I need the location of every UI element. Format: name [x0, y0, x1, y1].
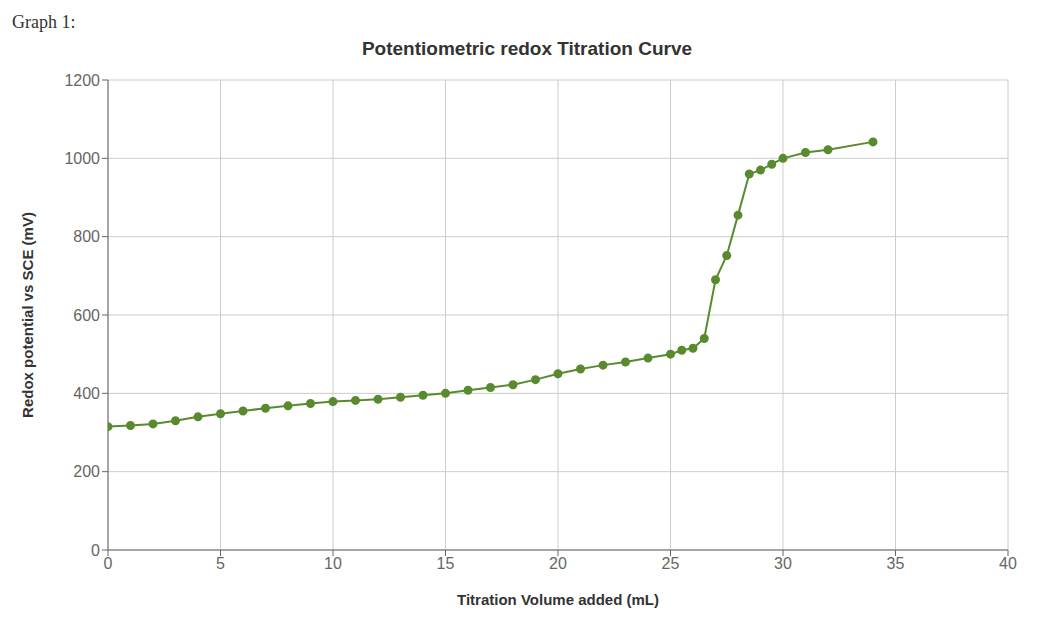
svg-text:10: 10	[324, 555, 342, 572]
svg-text:Redox potential vs SCE (mV): Redox potential vs SCE (mV)	[19, 212, 36, 418]
svg-text:5: 5	[216, 555, 225, 572]
svg-text:1000: 1000	[64, 150, 100, 167]
svg-text:35: 35	[887, 555, 905, 572]
svg-text:1200: 1200	[64, 72, 100, 89]
svg-text:600: 600	[73, 307, 100, 324]
svg-text:40: 40	[999, 555, 1017, 572]
svg-text:400: 400	[73, 385, 100, 402]
svg-text:800: 800	[73, 228, 100, 245]
html-text:Potentiometric redox Titration: Potentiometric redox Titration Curve	[361, 38, 692, 59]
svg-text:30: 30	[774, 555, 792, 572]
html-text:Graph 1:: Graph 1:	[12, 12, 76, 32]
svg-text:200: 200	[73, 463, 100, 480]
svg-text:20: 20	[549, 555, 567, 572]
svg-text:0: 0	[91, 542, 100, 559]
svg-text:15: 15	[437, 555, 455, 572]
svg-text:0: 0	[104, 555, 113, 572]
svg-text:Titration Volume added (mL): Titration Volume added (mL)	[457, 591, 659, 608]
svg-text:25: 25	[662, 555, 680, 572]
